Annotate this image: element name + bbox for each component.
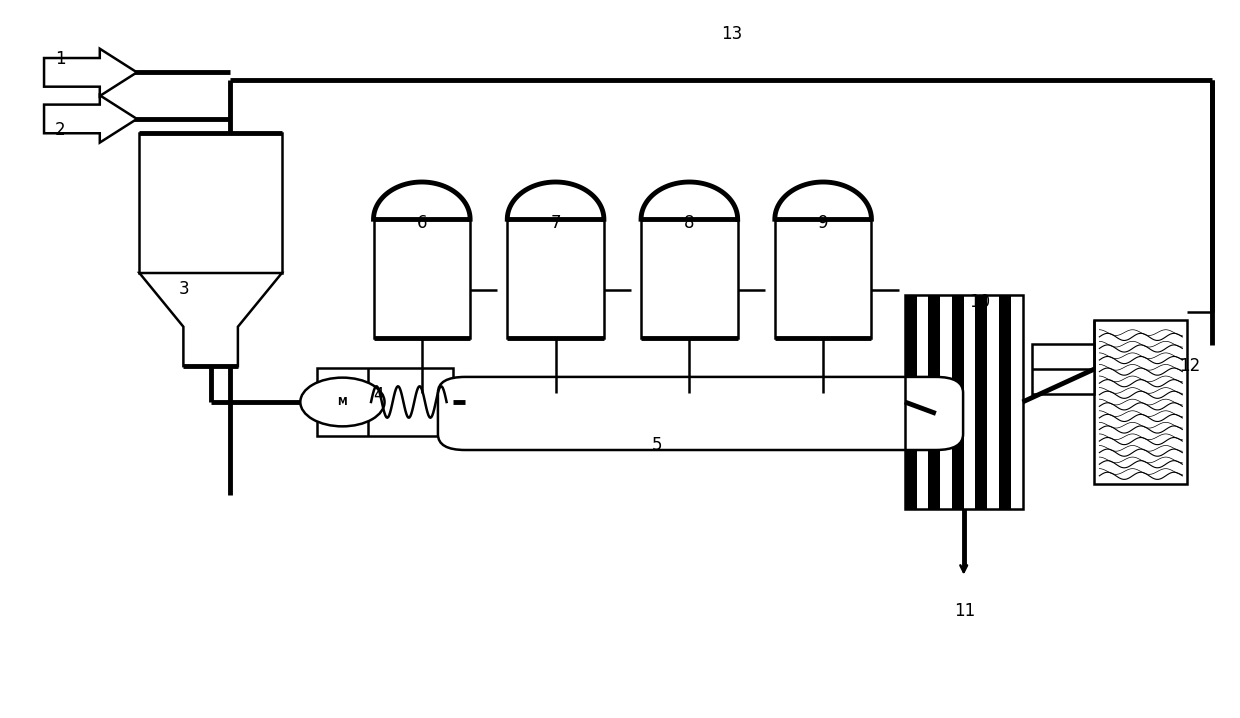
Polygon shape — [45, 95, 136, 143]
FancyBboxPatch shape — [952, 294, 963, 510]
Text: 7: 7 — [551, 214, 560, 232]
FancyBboxPatch shape — [1033, 345, 1095, 393]
Text: 9: 9 — [818, 214, 828, 232]
Text: 3: 3 — [179, 280, 190, 298]
FancyBboxPatch shape — [373, 219, 470, 337]
FancyBboxPatch shape — [316, 368, 453, 437]
FancyBboxPatch shape — [940, 294, 952, 510]
Text: 4: 4 — [373, 386, 383, 404]
FancyBboxPatch shape — [438, 377, 963, 450]
FancyBboxPatch shape — [775, 219, 872, 337]
Text: 6: 6 — [417, 214, 427, 232]
Text: 8: 8 — [684, 214, 694, 232]
Polygon shape — [45, 49, 136, 96]
FancyBboxPatch shape — [905, 294, 916, 510]
FancyBboxPatch shape — [916, 294, 929, 510]
Text: 11: 11 — [954, 602, 975, 620]
Text: 1: 1 — [55, 50, 66, 68]
Circle shape — [300, 378, 384, 426]
FancyBboxPatch shape — [976, 294, 987, 510]
Text: 10: 10 — [968, 293, 990, 311]
FancyBboxPatch shape — [963, 294, 976, 510]
FancyBboxPatch shape — [139, 134, 281, 273]
FancyBboxPatch shape — [929, 294, 940, 510]
Text: 13: 13 — [720, 25, 742, 43]
FancyBboxPatch shape — [1011, 294, 1023, 510]
FancyBboxPatch shape — [641, 219, 738, 337]
FancyBboxPatch shape — [507, 219, 604, 337]
Polygon shape — [139, 273, 281, 366]
Text: M: M — [337, 397, 347, 407]
Text: 5: 5 — [652, 436, 662, 454]
FancyBboxPatch shape — [987, 294, 999, 510]
Text: 12: 12 — [1179, 357, 1200, 376]
FancyBboxPatch shape — [1095, 320, 1187, 485]
Text: 2: 2 — [55, 121, 66, 139]
FancyBboxPatch shape — [999, 294, 1011, 510]
